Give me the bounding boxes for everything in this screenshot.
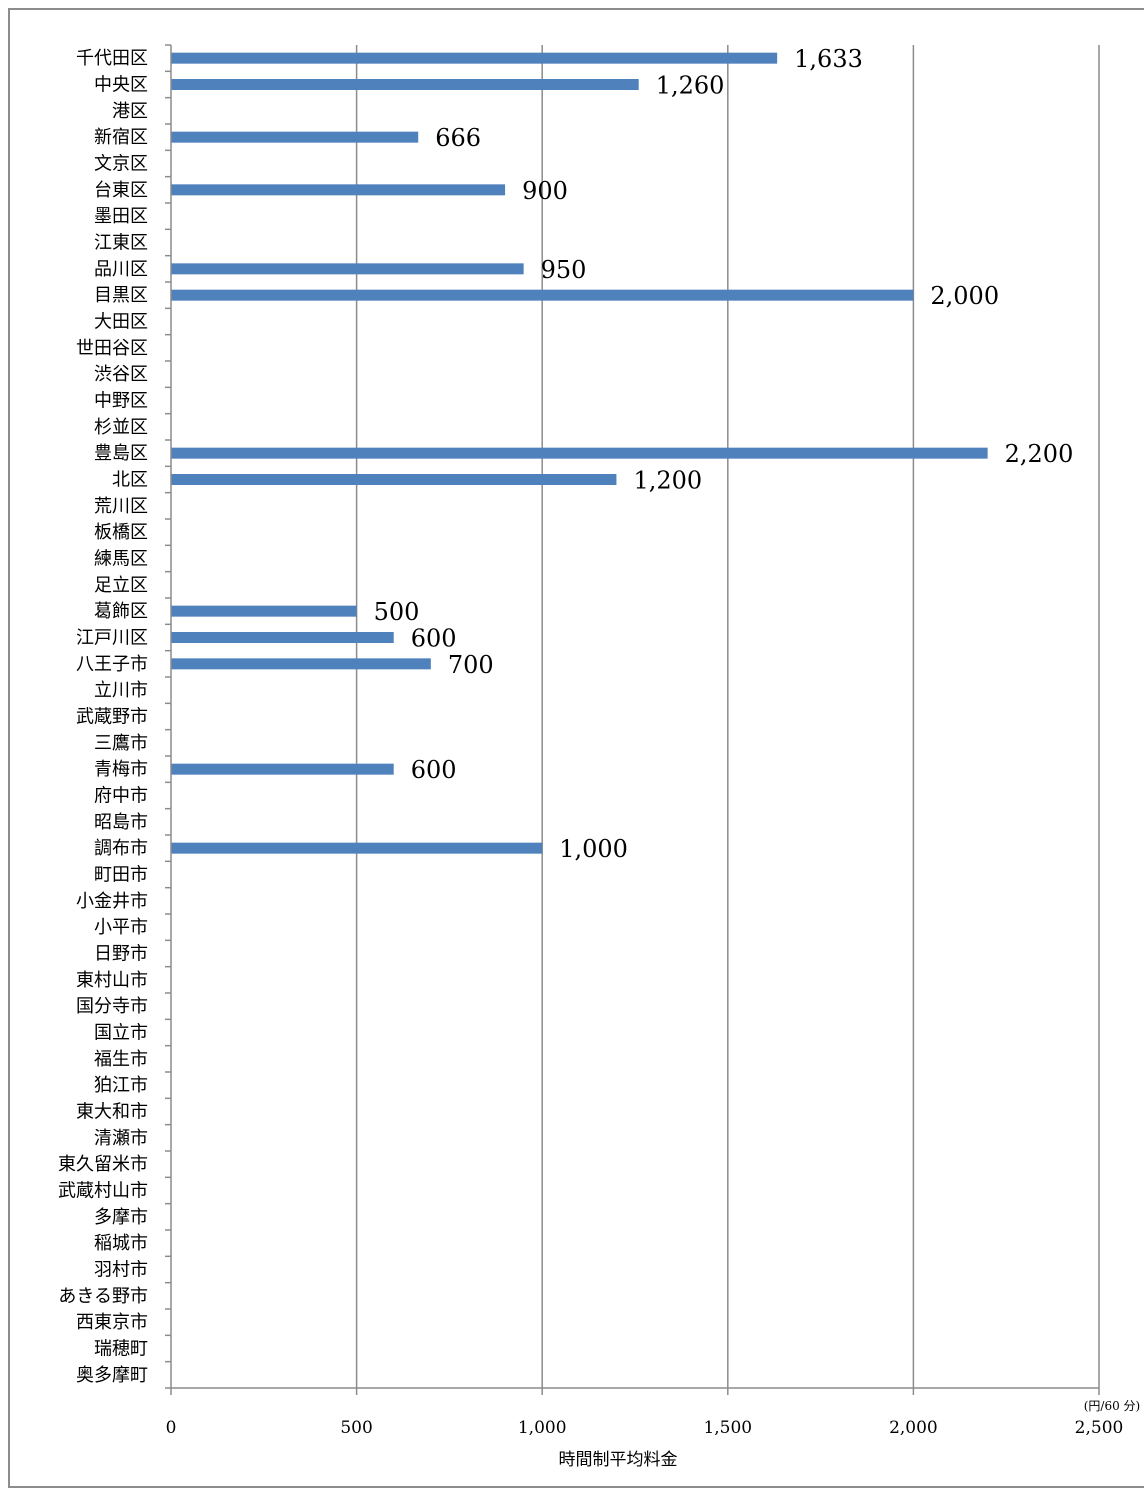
category-label: 瑞穂町: [94, 1339, 148, 1360]
data-label: 950: [541, 256, 587, 284]
category-label: 荒川区: [94, 496, 148, 517]
bar: [171, 474, 617, 485]
data-label: 500: [374, 598, 420, 626]
category-label: 板橋区: [94, 522, 148, 543]
category-label: 渋谷区: [94, 364, 148, 385]
bar: [171, 605, 357, 617]
category-label: 東久留米市: [58, 1154, 148, 1175]
gridlines: [355, 45, 1100, 1388]
category-label: 八王子市: [76, 654, 148, 675]
bar: [171, 52, 778, 64]
data-label: 700: [448, 651, 494, 679]
category-label: 武蔵野市: [76, 707, 148, 728]
category-label: 葛飾区: [94, 601, 148, 622]
bar: [171, 131, 419, 143]
category-label: 羽村市: [94, 1260, 148, 1281]
x-tick-label: 0: [166, 1418, 177, 1438]
category-label: 足立区: [94, 575, 148, 596]
bar: [171, 263, 524, 275]
category-label: 豊島区: [94, 443, 148, 464]
category-label: 大田区: [94, 312, 148, 333]
category-label: 稲城市: [94, 1233, 148, 1254]
category-label: 町田市: [94, 865, 148, 886]
category-label: 青梅市: [94, 759, 148, 780]
data-label: 1,633: [794, 45, 863, 73]
category-label: 立川市: [94, 680, 148, 701]
data-label: 1,000: [559, 835, 628, 863]
category-label: 清瀬市: [94, 1128, 148, 1149]
category-label: 国立市: [94, 1023, 148, 1044]
category-label: 千代田区: [76, 48, 148, 69]
data-label: 2,000: [930, 282, 999, 310]
x-axis-unit: (円/60 分): [1084, 1399, 1141, 1413]
category-label: 武蔵村山市: [58, 1181, 148, 1202]
bar: [171, 842, 543, 854]
category-label: 小平市: [94, 917, 148, 938]
bar: [171, 79, 639, 90]
category-label: 奥多摩町: [76, 1365, 148, 1386]
data-label: 600: [411, 756, 457, 784]
category-label: 中野区: [94, 391, 148, 412]
bar: [171, 632, 394, 643]
data-label: 1,260: [656, 72, 725, 100]
category-label: 東村山市: [76, 970, 148, 991]
x-tick-label: 2,500: [1075, 1418, 1124, 1438]
category-label: 三鷹市: [94, 732, 148, 754]
category-label: 港区: [112, 101, 148, 122]
axes: 0 500 1,000 1,500 2,000 2,500: [165, 44, 1124, 1438]
category-label: 福生市: [94, 1049, 148, 1070]
data-label: 2,200: [1005, 440, 1074, 468]
category-label: 台東区: [94, 180, 148, 201]
category-label: 調布市: [94, 838, 148, 859]
category-label: 小金井市: [76, 891, 148, 912]
category-label: 目黒区: [94, 285, 148, 306]
category-label: 国分寺市: [76, 996, 148, 1017]
data-labels: 1,6331,2606669009502,0002,2001,200500600…: [374, 45, 1074, 863]
bar: [171, 184, 506, 196]
x-tick-label: 1,000: [518, 1418, 567, 1438]
data-label: 900: [522, 177, 568, 205]
data-label: 600: [411, 625, 457, 653]
bar: [171, 763, 394, 775]
category-labels: 千代田区中央区港区新宿区文京区台東区墨田区江東区品川区目黒区大田区世田谷区渋谷区…: [58, 48, 148, 1386]
category-label: 府中市: [94, 786, 148, 807]
category-label: 世田谷区: [76, 338, 148, 359]
category-label: 北区: [112, 470, 148, 491]
x-tick-label: 2,000: [889, 1418, 938, 1438]
category-label: 中央区: [94, 75, 148, 96]
category-label: 東大和市: [76, 1102, 148, 1123]
bars: [171, 52, 988, 854]
category-label: 文京区: [94, 154, 148, 175]
data-label: 1,200: [633, 467, 702, 495]
category-label: 杉並区: [94, 417, 148, 438]
category-label: 練馬区: [94, 549, 148, 570]
category-label: 江東区: [94, 233, 148, 254]
bar: [171, 289, 914, 301]
data-label: 666: [435, 124, 481, 152]
category-label: 墨田区: [94, 206, 148, 227]
chart-frame: [8, 8, 1144, 1488]
category-label: 日野市: [94, 944, 148, 965]
category-label: 新宿区: [94, 127, 148, 148]
category-label: 品川区: [94, 259, 148, 280]
category-label: 狛江市: [94, 1075, 148, 1096]
bar: [171, 658, 431, 670]
category-label: 昭島市: [94, 812, 148, 833]
category-label: 多摩市: [94, 1207, 148, 1228]
x-tick-label: 1,500: [703, 1418, 752, 1438]
category-label: 西東京市: [76, 1312, 148, 1333]
x-tick-label: 500: [340, 1418, 372, 1438]
x-axis-title: 時間制平均料金: [559, 1450, 678, 1470]
category-label: あきる野市: [58, 1286, 148, 1307]
bar: [171, 447, 988, 459]
category-label: 江戸川区: [76, 628, 148, 649]
